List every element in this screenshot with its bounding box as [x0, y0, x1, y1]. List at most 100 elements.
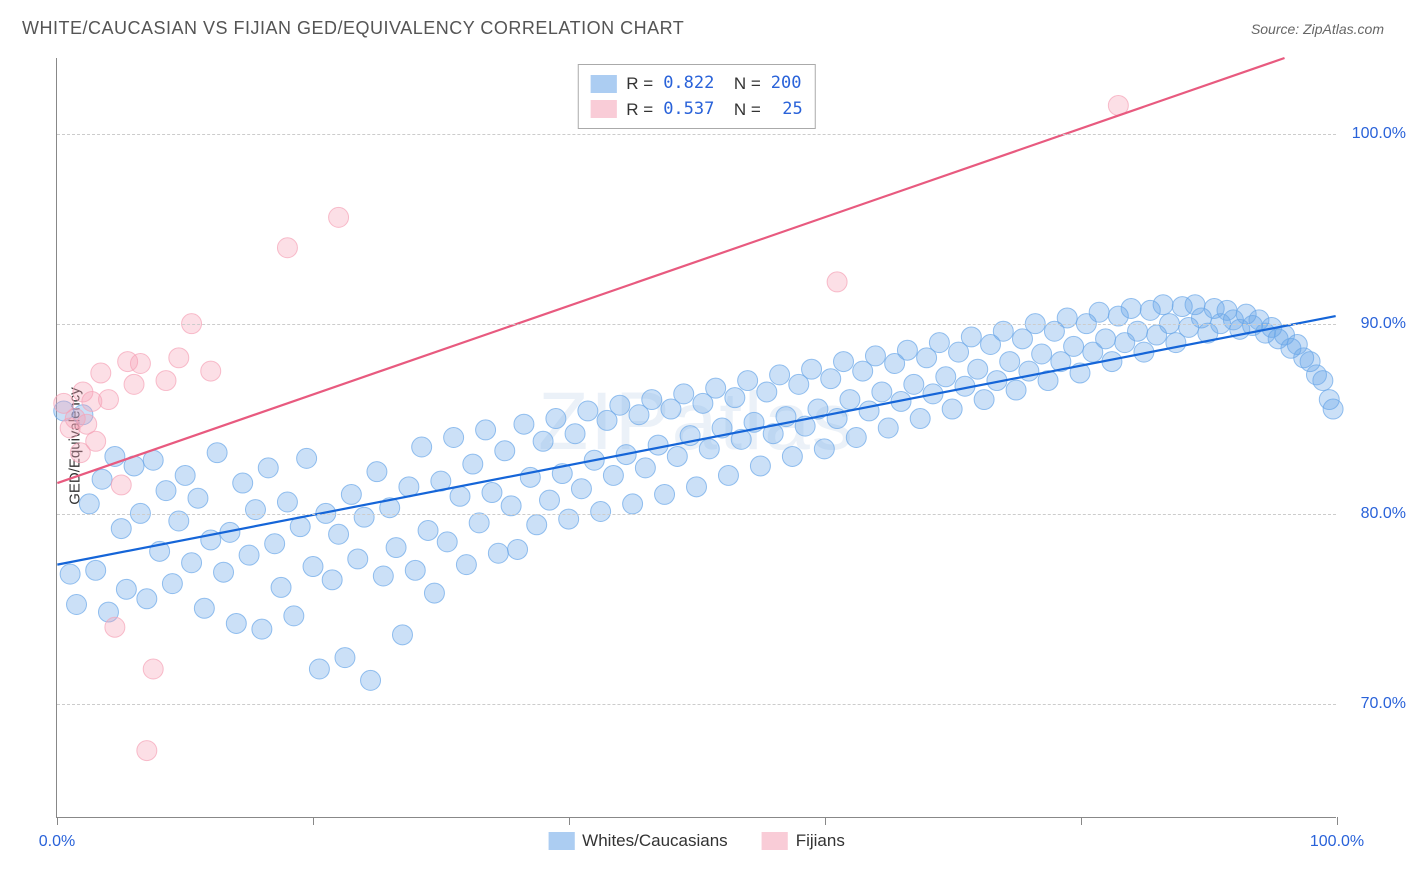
data-point	[412, 437, 432, 457]
xtick	[1081, 817, 1082, 825]
data-point	[86, 431, 106, 451]
data-point	[162, 574, 182, 594]
swatch-icon	[548, 832, 574, 850]
data-point	[124, 374, 144, 394]
data-point	[476, 420, 496, 440]
data-point	[904, 374, 924, 394]
data-point	[1032, 344, 1052, 364]
data-point	[699, 439, 719, 459]
data-point	[910, 409, 930, 429]
data-point	[802, 359, 822, 379]
r-value: 0.822	[663, 71, 714, 97]
xtick	[1337, 817, 1338, 825]
data-point	[116, 579, 136, 599]
data-point	[341, 484, 361, 504]
correlation-row: R = 0.537 N = 25	[590, 97, 803, 123]
data-point	[1006, 380, 1026, 400]
data-point	[578, 401, 598, 421]
data-point	[514, 414, 534, 434]
data-point	[450, 486, 470, 506]
data-point	[533, 431, 553, 451]
legend-item: Fijians	[762, 831, 845, 851]
data-point	[770, 365, 790, 385]
data-point	[386, 538, 406, 558]
data-point	[1313, 371, 1333, 391]
data-point	[1096, 329, 1116, 349]
n-value: 200	[771, 71, 802, 97]
data-point	[591, 502, 611, 522]
data-point	[361, 670, 381, 690]
data-point	[92, 469, 112, 489]
r-value: 0.537	[663, 97, 714, 123]
data-point	[188, 488, 208, 508]
regression-line	[57, 316, 1335, 565]
data-point	[322, 570, 342, 590]
ytick-label: 90.0%	[1342, 315, 1406, 333]
chart-title: WHITE/CAUCASIAN VS FIJIAN GED/EQUIVALENC…	[22, 18, 684, 39]
data-point	[456, 555, 476, 575]
data-point	[488, 543, 508, 563]
data-point	[1121, 298, 1141, 318]
xtick	[569, 817, 570, 825]
ytick-label: 100.0%	[1342, 125, 1406, 143]
xtick	[825, 817, 826, 825]
data-point	[348, 549, 368, 569]
data-point	[143, 659, 163, 679]
data-point	[130, 354, 150, 374]
data-point	[265, 534, 285, 554]
data-point	[865, 346, 885, 366]
data-point	[482, 483, 502, 503]
data-point	[706, 378, 726, 398]
data-point	[936, 367, 956, 387]
data-point	[137, 741, 157, 761]
data-point	[277, 492, 297, 512]
data-point	[194, 598, 214, 618]
data-point	[86, 560, 106, 580]
gridline	[57, 324, 1336, 325]
data-point	[495, 441, 515, 461]
gridline	[57, 514, 1336, 515]
data-point	[201, 361, 221, 381]
data-point	[757, 382, 777, 402]
data-point	[91, 363, 111, 383]
source-label: Source: ZipAtlas.com	[1251, 21, 1384, 37]
data-point	[444, 428, 464, 448]
swatch-icon	[590, 75, 616, 93]
data-point	[239, 545, 259, 565]
data-point	[738, 371, 758, 391]
data-point	[508, 539, 528, 559]
xtick-label: 0.0%	[39, 833, 75, 851]
data-point	[846, 428, 866, 448]
data-point	[373, 566, 393, 586]
data-point	[610, 395, 630, 415]
data-point	[897, 340, 917, 360]
data-point	[674, 384, 694, 404]
data-point	[974, 390, 994, 410]
xtick	[313, 817, 314, 825]
data-point	[929, 333, 949, 353]
data-point	[156, 481, 176, 501]
data-point	[623, 494, 643, 514]
data-point	[284, 606, 304, 626]
correlation-legend: R = 0.822 N = 200 R = 0.537 N = 25	[577, 64, 816, 129]
data-point	[667, 446, 687, 466]
data-point	[105, 617, 125, 637]
series-legend: Whites/Caucasians Fijians	[548, 831, 845, 851]
data-point	[821, 369, 841, 389]
data-point	[79, 494, 99, 514]
data-point	[226, 613, 246, 633]
data-point	[156, 371, 176, 391]
data-point	[527, 515, 547, 535]
data-point	[827, 272, 847, 292]
data-point	[98, 390, 118, 410]
data-point	[252, 619, 272, 639]
data-point	[540, 490, 560, 510]
data-point	[214, 562, 234, 582]
data-point	[635, 458, 655, 478]
data-point	[469, 513, 489, 533]
data-point	[968, 359, 988, 379]
gridline	[57, 704, 1336, 705]
gridline	[57, 134, 1336, 135]
data-point	[603, 465, 623, 485]
data-point	[687, 477, 707, 497]
